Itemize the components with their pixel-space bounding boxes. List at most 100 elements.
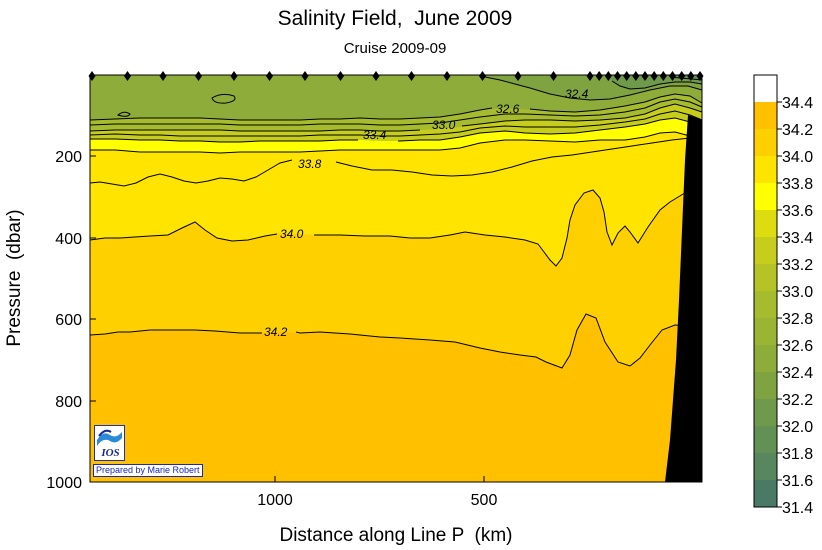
chart-title: Salinity Field, June 2009: [278, 7, 513, 30]
contour-32.2: [611, 80, 703, 90]
colorbar-label: 32.4: [782, 365, 813, 382]
contour-33.2: [89, 110, 703, 137]
colorbar-band: [754, 453, 777, 480]
colorbar-label: 31.6: [782, 473, 813, 490]
contour-label-32.4: 32.4: [565, 87, 589, 101]
colorbar-band: [754, 291, 777, 318]
colorbar-label: 33.6: [782, 203, 813, 220]
contour-33.8: [89, 137, 702, 187]
colorbar-label: 33.4: [782, 230, 813, 247]
colorbar-band: [754, 237, 777, 264]
station-marker: [623, 71, 631, 81]
colorbar-label: 33.8: [782, 176, 813, 193]
colorbar-label: 34.2: [782, 122, 813, 139]
station-marker: [372, 71, 380, 81]
contour-labels: 32.4 32.6 33.0 33.4 33.8 34.0 34.2: [264, 87, 589, 339]
contour-label-33.0: 33.0: [432, 118, 456, 132]
colorbar: 31.4 31.6 31.8 32.0 32.2 32.4 32.6 32.8 33.0 33.2…: [753, 74, 813, 517]
colorbar-label: 34.0: [782, 149, 813, 166]
station-marker: [550, 71, 557, 81]
plot-frame: [89, 74, 703, 483]
contour-34.0: [89, 182, 703, 267]
y-tick-400: 400: [55, 231, 82, 248]
colorbar-band: [754, 129, 777, 156]
station-marker: [650, 71, 658, 81]
plot-area: 32.4 32.6 33.0 33.4 33.8 34.0 34.2: [88, 71, 704, 483]
colorbar-label: 34.4: [782, 95, 813, 112]
band-32.2: [610, 75, 702, 89]
contour-32.8: [89, 98, 703, 126]
chart-subtitle: Cruise 2009-09: [344, 40, 447, 57]
colorbar-label: 31.8: [782, 446, 813, 463]
station-marker: [632, 71, 640, 81]
station-marker: [687, 71, 695, 81]
colorbar-band: [754, 372, 777, 399]
colorbar-label: 32.8: [782, 311, 813, 328]
contour-label-34.2: 34.2: [264, 325, 288, 339]
colorbar-label: 32.2: [782, 392, 813, 409]
wave-icon: [97, 429, 122, 446]
colorbar-label: 32.6: [782, 338, 813, 355]
colorbar-band: [754, 210, 777, 237]
contour-34.2: [89, 313, 703, 369]
colorbar-band: [754, 318, 777, 345]
contour-label-32.6: 32.6: [496, 102, 520, 116]
bathymetry-seafloor: [665, 115, 702, 482]
y-axis-label: Pressure (dbar): [4, 209, 25, 346]
ios-emblem: IOS: [94, 425, 125, 461]
station-marker: [669, 71, 676, 81]
colorbar-label: 31.4: [782, 500, 813, 517]
contour-33.4: [90, 117, 703, 143]
colorbar-band-above: [754, 75, 777, 102]
station-markers: [88, 71, 704, 81]
contour-32.4b: [211, 93, 236, 104]
station-marker: [266, 71, 273, 81]
station-marker: [514, 71, 522, 81]
colorbar-band: [754, 345, 777, 372]
station-marker: [479, 71, 486, 81]
colorbar-label: 33.0: [782, 284, 813, 301]
y-tick-1000: 1000: [46, 475, 82, 492]
station-marker: [678, 71, 686, 81]
station-marker: [604, 71, 612, 81]
contour-33.0: [89, 103, 703, 132]
x-axis: 1000 500 Distance along Line P (km): [257, 476, 513, 546]
contour-32.0: [669, 76, 703, 81]
station-marker: [443, 71, 451, 81]
contour-32.4: [484, 76, 703, 101]
contour-lines: [89, 76, 703, 369]
colorbar-band: [754, 480, 777, 507]
contour-32.6: [89, 93, 703, 121]
colorbar-band: [754, 399, 777, 426]
station-marker: [408, 71, 415, 81]
colorbar-band: [754, 264, 777, 291]
y-tick-200: 200: [55, 149, 82, 166]
x-axis-label: Distance along Line P (km): [279, 525, 512, 546]
contour-label-33.4: 33.4: [363, 128, 387, 142]
station-marker: [595, 71, 603, 81]
station-marker: [337, 71, 344, 81]
y-tick-600: 600: [55, 312, 82, 329]
contour-label-34.0: 34.0: [280, 227, 304, 241]
station-marker: [301, 71, 309, 81]
ios-logo-text: IOS: [101, 447, 120, 459]
station-marker: [586, 71, 594, 81]
colorbar-band: [754, 156, 777, 183]
colorbar-band: [754, 183, 777, 210]
x-tick-500: 500: [471, 492, 498, 509]
station-marker: [159, 71, 167, 81]
x-tick-1000: 1000: [257, 492, 293, 509]
station-marker: [124, 71, 131, 81]
station-marker: [659, 71, 667, 81]
station-marker: [195, 71, 202, 81]
colorbar-band: [754, 102, 777, 129]
station-marker: [230, 71, 238, 81]
y-axis: 200 400 600 800 1000 Pressure (dbar): [4, 149, 702, 492]
y-tick-800: 800: [55, 394, 82, 411]
colorbar-label: 32.0: [782, 419, 813, 436]
colorbar-label: 33.2: [782, 257, 813, 274]
contour-label-33.8: 33.8: [298, 157, 322, 171]
contour-33.6: [90, 131, 703, 154]
station-marker: [641, 71, 649, 81]
